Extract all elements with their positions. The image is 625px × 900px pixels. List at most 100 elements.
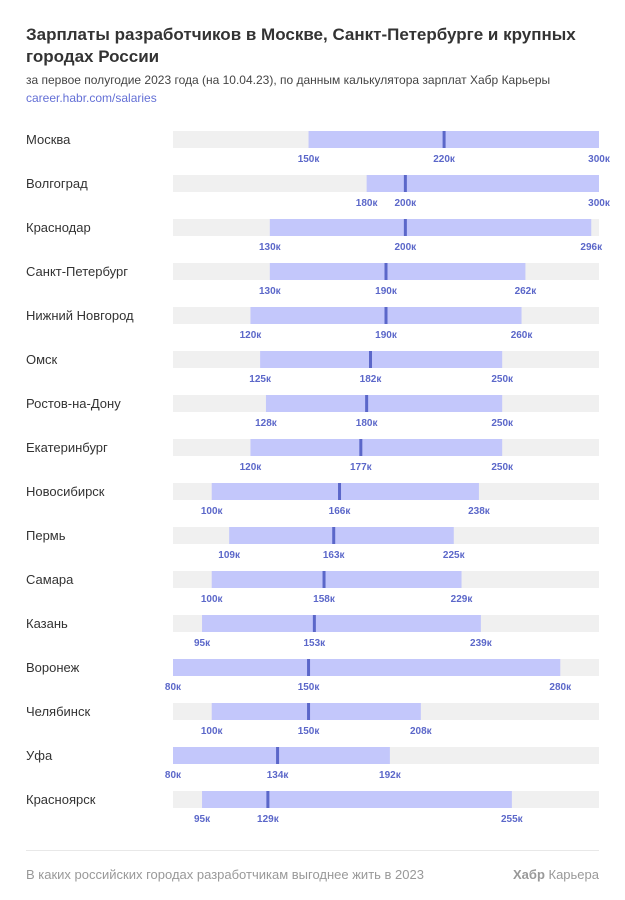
city-label: Нижний Новгород — [26, 308, 134, 323]
min-value-label: 100к — [201, 594, 224, 605]
salary-range-bar — [250, 439, 503, 456]
max-value-label: 225к — [443, 550, 466, 561]
footer-divider — [26, 850, 599, 851]
median-value-label: 180к — [356, 418, 379, 429]
city-label: Воронеж — [26, 660, 80, 675]
city-label: Краснодар — [26, 220, 91, 235]
min-value-label: 120к — [240, 462, 263, 473]
median-value-label: 166к — [329, 506, 352, 517]
salary-range-bar — [260, 351, 503, 368]
median-value-label: 150к — [298, 726, 321, 737]
max-value-label: 262к — [515, 286, 538, 297]
chart-title: Зарплаты разработчиков в Москве, Санкт-П… — [26, 25, 576, 66]
median-marker — [384, 307, 388, 324]
min-value-label: 180к — [356, 198, 379, 209]
min-value-label: 100к — [201, 506, 224, 517]
median-marker — [332, 527, 336, 544]
footer-caption: В каких российских городах разработчикам… — [26, 867, 424, 882]
max-value-label: 192к — [379, 770, 402, 781]
min-value-label: 130к — [259, 242, 282, 253]
max-value-label: 250к — [491, 462, 514, 473]
median-marker — [266, 791, 270, 808]
city-label: Екатеринбург — [26, 440, 108, 455]
max-value-label: 239к — [470, 638, 493, 649]
max-value-label: 296к — [580, 242, 603, 253]
salary-range-bar — [265, 395, 503, 412]
median-value-label: 129к — [257, 814, 280, 825]
city-label: Омск — [26, 352, 58, 367]
salary-range-chart: Москва 150к 220к 300к Волгоград 180к 200к 300к К… — [26, 131, 611, 825]
city-label: Пермь — [26, 528, 66, 543]
city-label: Москва — [26, 132, 71, 147]
min-value-label: 125к — [249, 374, 272, 385]
city-label: Ростов-на-Дону — [26, 396, 121, 411]
source-link[interactable]: career.habr.com/salaries — [26, 91, 157, 105]
median-value-label: 163к — [323, 550, 346, 561]
min-value-label: 80к — [165, 770, 182, 781]
median-value-label: 158к — [313, 594, 336, 605]
median-marker — [276, 747, 280, 764]
median-value-label: 190к — [375, 286, 398, 297]
min-value-label: 95к — [194, 814, 211, 825]
min-value-label: 120к — [240, 330, 263, 341]
median-marker — [359, 439, 363, 456]
median-marker — [403, 219, 407, 236]
city-label: Санкт-Петербург — [26, 264, 128, 279]
salary-range-bar — [173, 659, 561, 676]
salary-range-bar — [308, 131, 599, 148]
median-marker — [369, 351, 373, 368]
salary-range-bar — [211, 483, 479, 500]
city-label: Волгоград — [26, 176, 88, 191]
median-marker — [322, 571, 326, 588]
median-value-label: 182к — [360, 374, 383, 385]
max-value-label: 300к — [588, 154, 611, 165]
city-label: Казань — [26, 616, 68, 631]
median-marker — [312, 615, 316, 632]
salary-range-bar — [269, 263, 526, 280]
min-value-label: 95к — [194, 638, 211, 649]
median-value-label: 150к — [298, 682, 321, 693]
median-value-label: 134к — [267, 770, 290, 781]
max-value-label: 208к — [410, 726, 433, 737]
chart-subtitle: за первое полугодие 2023 года (на 10.04.… — [26, 73, 551, 87]
median-marker — [442, 131, 446, 148]
salary-range-bar — [202, 791, 512, 808]
city-label: Красноярск — [26, 792, 96, 807]
max-value-label: 280к — [549, 682, 572, 693]
city-label: Новосибирск — [26, 484, 105, 499]
salary-range-bar — [211, 571, 462, 588]
salary-range-bar — [202, 615, 481, 632]
brand-bold: Хабр — [513, 867, 545, 882]
brand-logo: Хабр Карьера — [513, 867, 599, 882]
min-value-label: 109к — [218, 550, 241, 561]
max-value-label: 255к — [501, 814, 524, 825]
median-value-label: 200к — [395, 198, 418, 209]
median-value-label: 177к — [350, 462, 373, 473]
max-value-label: 229к — [451, 594, 474, 605]
median-marker — [338, 483, 342, 500]
city-label: Уфа — [26, 748, 53, 763]
median-marker — [365, 395, 369, 412]
median-marker — [384, 263, 388, 280]
median-value-label: 220к — [433, 154, 456, 165]
max-value-label: 250к — [491, 374, 514, 385]
max-value-label: 260к — [511, 330, 534, 341]
min-value-label: 80к — [165, 682, 182, 693]
salary-range-bar — [173, 747, 390, 764]
salary-range-bar — [366, 175, 599, 192]
min-value-label: 128к — [255, 418, 278, 429]
max-value-label: 238к — [468, 506, 491, 517]
median-marker — [307, 659, 311, 676]
median-marker — [307, 703, 311, 720]
brand-rest: Карьера — [544, 867, 600, 882]
min-value-label: 130к — [259, 286, 282, 297]
min-value-label: 100к — [201, 726, 224, 737]
salary-range-bar — [229, 527, 454, 544]
city-label: Самара — [26, 572, 74, 587]
max-value-label: 300к — [588, 198, 611, 209]
salary-range-bar — [269, 219, 592, 236]
median-value-label: 190к — [375, 330, 398, 341]
median-value-label: 153к — [304, 638, 327, 649]
median-value-label: 200к — [395, 242, 418, 253]
min-value-label: 150к — [298, 154, 321, 165]
